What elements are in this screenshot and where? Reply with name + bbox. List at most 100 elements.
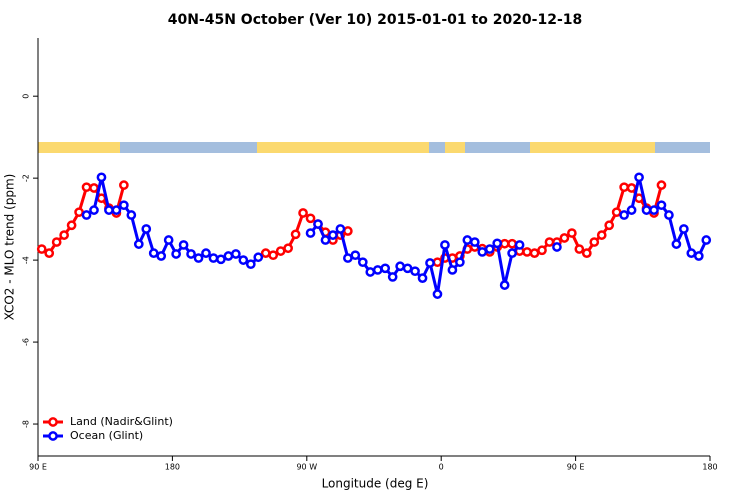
series-point	[36, 244, 47, 254]
series-point	[522, 247, 532, 257]
series-point	[343, 226, 353, 236]
series-point	[664, 210, 674, 220]
series-point	[462, 235, 473, 245]
series-point	[701, 235, 712, 245]
land-band	[445, 142, 465, 153]
series-point	[679, 224, 689, 234]
series-point	[619, 210, 629, 220]
series-point	[432, 257, 443, 268]
series-point	[641, 205, 652, 215]
series-point	[96, 193, 107, 204]
series-point	[74, 207, 84, 218]
series-point	[66, 220, 77, 231]
series-point	[619, 182, 629, 193]
series-point	[656, 200, 667, 211]
series-point	[410, 266, 420, 277]
y-tick-label: -4	[22, 256, 31, 264]
series-point	[216, 254, 226, 265]
series-point	[313, 219, 323, 229]
series-point	[425, 258, 435, 268]
series-point	[544, 237, 555, 247]
y-tick-label: -6	[22, 338, 31, 346]
land-band	[38, 142, 120, 153]
series-point	[245, 259, 256, 270]
series-point	[634, 172, 644, 183]
series-point	[499, 238, 510, 249]
series-point	[634, 193, 644, 204]
series-point	[589, 237, 600, 247]
x-tick-label: 90 E	[567, 463, 585, 472]
series-point	[148, 248, 159, 258]
series-point	[141, 224, 152, 234]
series-point	[51, 237, 62, 247]
series-point	[81, 210, 92, 220]
series-point	[492, 238, 503, 249]
series-point	[89, 183, 99, 193]
series-point	[380, 263, 391, 274]
series-point	[59, 230, 69, 240]
series-point	[223, 251, 234, 261]
series-point	[104, 205, 114, 215]
land-band	[257, 142, 429, 153]
series-point	[357, 257, 368, 268]
series-point	[567, 228, 577, 238]
series-point	[178, 240, 189, 250]
series-point	[372, 265, 383, 275]
series-point	[126, 210, 137, 220]
series-point	[693, 251, 704, 261]
series-point	[507, 238, 517, 249]
series-point	[163, 235, 174, 245]
series-point	[529, 248, 540, 258]
series-point	[365, 267, 376, 277]
series-point	[656, 180, 667, 190]
series-point	[649, 205, 659, 215]
land-band	[530, 142, 655, 153]
series-point	[89, 205, 99, 215]
series-point	[499, 280, 510, 290]
series-point	[343, 253, 353, 263]
series-point	[193, 253, 204, 263]
y-tick-label: -8	[22, 420, 31, 428]
series-point	[119, 200, 129, 211]
series-point	[395, 261, 405, 272]
series-point	[611, 207, 622, 218]
series-point	[477, 247, 488, 257]
series-point	[514, 240, 525, 250]
series-point	[231, 249, 241, 259]
series-point	[626, 183, 637, 193]
series-point	[268, 250, 279, 261]
series-point	[335, 224, 346, 234]
series-point	[447, 265, 458, 275]
series-point	[671, 239, 682, 249]
series-point	[350, 250, 361, 261]
series-point	[469, 237, 480, 247]
x-tick-label: 90 E	[29, 463, 47, 472]
land-ocean-strip	[38, 142, 710, 153]
series-point	[686, 248, 697, 258]
y-tick-label: 0	[22, 94, 31, 99]
series-point	[305, 228, 316, 238]
series-point	[96, 172, 107, 183]
series-point	[537, 245, 547, 256]
series-point	[440, 240, 450, 250]
series-point	[305, 213, 316, 224]
series-point	[596, 230, 607, 240]
series-point	[171, 249, 181, 259]
x-tick-label: 180	[165, 463, 180, 472]
series-point	[320, 235, 331, 245]
series-point	[111, 205, 122, 215]
series-point	[201, 248, 211, 258]
x-tick-label: 0	[439, 463, 444, 472]
series-point	[283, 243, 293, 254]
series-point	[574, 244, 585, 254]
series-point	[402, 263, 413, 274]
series-point	[604, 220, 615, 231]
series-point	[507, 248, 517, 258]
series-point	[387, 272, 398, 282]
series-point	[417, 273, 428, 283]
y-tick-label: -2	[22, 174, 31, 182]
series-point	[581, 248, 592, 258]
series-point	[626, 205, 637, 215]
